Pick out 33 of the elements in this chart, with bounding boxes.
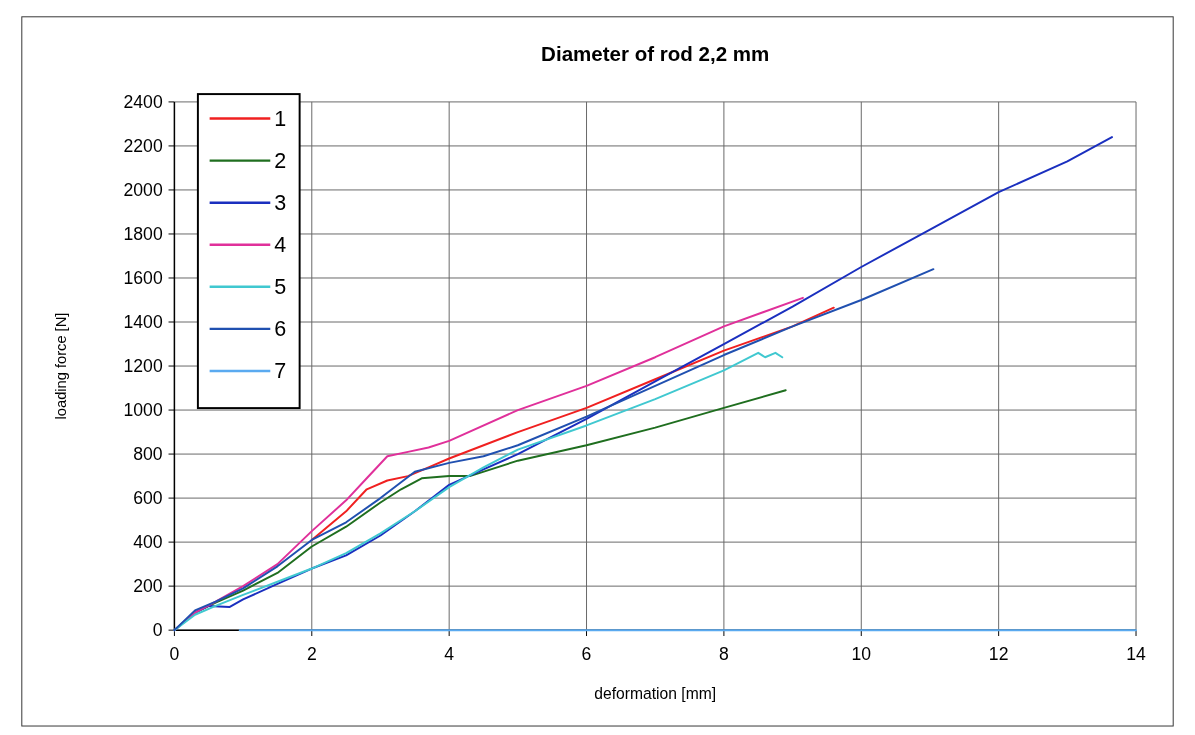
x-tick-label: 4 <box>444 643 455 664</box>
legend-label: 4 <box>274 233 287 258</box>
y-tick-label: 800 <box>133 444 163 465</box>
x-tick-label: 2 <box>306 643 317 664</box>
y-tick-label: 2000 <box>123 180 163 201</box>
x-axis-title: deformation [mm] <box>594 684 717 702</box>
y-tick-label: 0 <box>152 620 163 641</box>
y-tick-label: 1800 <box>123 224 163 245</box>
legend-label: 3 <box>274 191 287 216</box>
y-tick-label: 1600 <box>123 268 163 289</box>
x-tick-label: 14 <box>1126 643 1147 664</box>
line-series <box>310 306 835 541</box>
y-tick-label: 2400 <box>123 92 163 113</box>
y-tick-label: 1200 <box>123 356 163 377</box>
y-axis-title: loading force [N] <box>52 312 69 420</box>
legend-label: 1 <box>274 107 287 132</box>
y-tick-label: 1400 <box>123 312 163 333</box>
x-tick-label: 6 <box>581 643 592 664</box>
x-tick-label: 8 <box>719 643 729 664</box>
y-tick-label: 200 <box>133 576 163 597</box>
chart-title: Diameter of rod 2,2 mm <box>541 41 770 65</box>
y-tick-label: 1000 <box>123 400 163 421</box>
legend-label: 6 <box>274 317 287 342</box>
legend-label: 7 <box>274 359 287 384</box>
line-series <box>173 268 935 632</box>
legend-label: 5 <box>274 275 287 300</box>
y-tick-label: 400 <box>133 532 163 553</box>
x-tick-label: 0 <box>169 643 180 664</box>
x-tick-label: 10 <box>851 643 872 664</box>
y-tick-label: 600 <box>133 488 163 509</box>
legend-label: 2 <box>274 149 287 174</box>
x-tick-label: 12 <box>988 643 1009 664</box>
y-tick-label: 2200 <box>123 136 163 157</box>
